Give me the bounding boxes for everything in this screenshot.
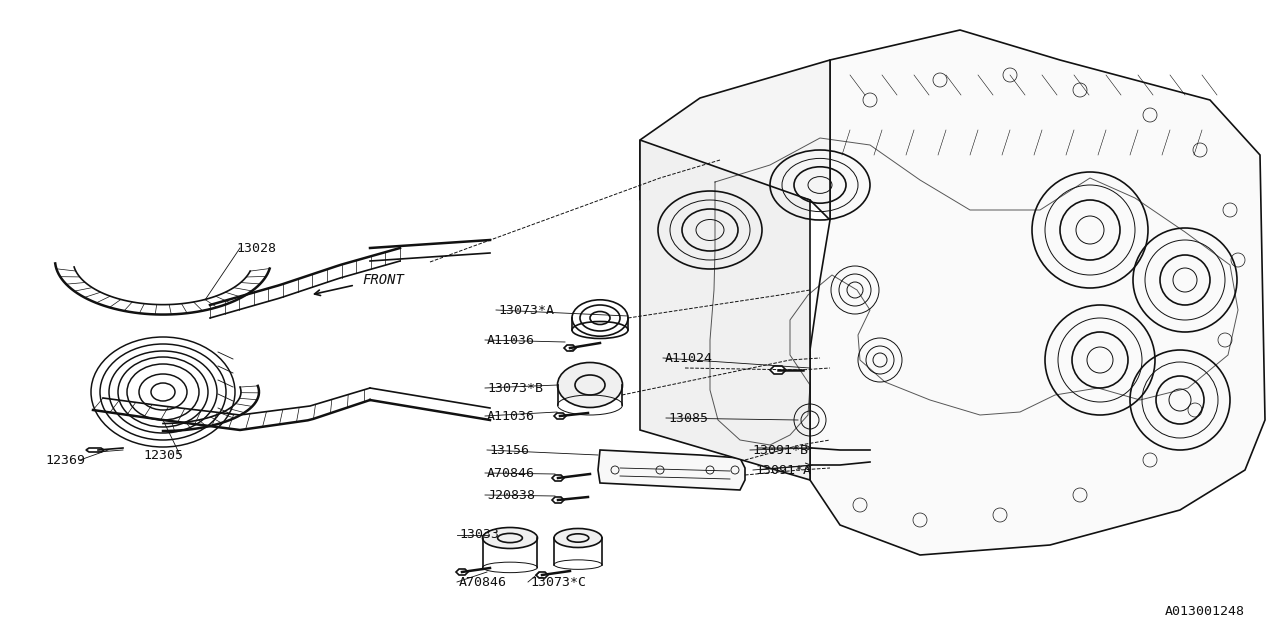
- Polygon shape: [640, 140, 810, 480]
- Polygon shape: [598, 450, 745, 490]
- Text: 12369: 12369: [45, 454, 84, 467]
- Ellipse shape: [554, 529, 602, 547]
- Text: 13033: 13033: [460, 529, 499, 541]
- Text: 13091*A: 13091*A: [755, 463, 812, 477]
- Text: 13156: 13156: [489, 444, 529, 456]
- Text: A70846: A70846: [460, 575, 507, 589]
- Text: 13073*B: 13073*B: [486, 381, 543, 394]
- Text: A70846: A70846: [486, 467, 535, 479]
- Text: 13085: 13085: [668, 412, 708, 424]
- Text: 13073*A: 13073*A: [498, 303, 554, 317]
- Polygon shape: [456, 569, 468, 575]
- Text: FRONT: FRONT: [362, 273, 404, 287]
- Polygon shape: [552, 497, 564, 503]
- Text: 13028: 13028: [236, 241, 276, 255]
- Text: 12305: 12305: [143, 449, 183, 461]
- Polygon shape: [564, 345, 576, 351]
- Text: A013001248: A013001248: [1165, 605, 1245, 618]
- Text: J20838: J20838: [486, 488, 535, 502]
- Polygon shape: [640, 60, 829, 220]
- Ellipse shape: [483, 527, 538, 548]
- Polygon shape: [771, 366, 786, 374]
- Text: 13073*C: 13073*C: [530, 575, 586, 589]
- Polygon shape: [552, 475, 564, 481]
- Polygon shape: [810, 30, 1265, 555]
- Ellipse shape: [558, 362, 622, 408]
- Text: A11024: A11024: [666, 351, 713, 365]
- Polygon shape: [86, 448, 104, 452]
- Text: A11036: A11036: [486, 410, 535, 422]
- Polygon shape: [554, 413, 566, 419]
- Polygon shape: [536, 572, 548, 578]
- Text: A11036: A11036: [486, 333, 535, 346]
- Text: 13091*B: 13091*B: [753, 444, 808, 456]
